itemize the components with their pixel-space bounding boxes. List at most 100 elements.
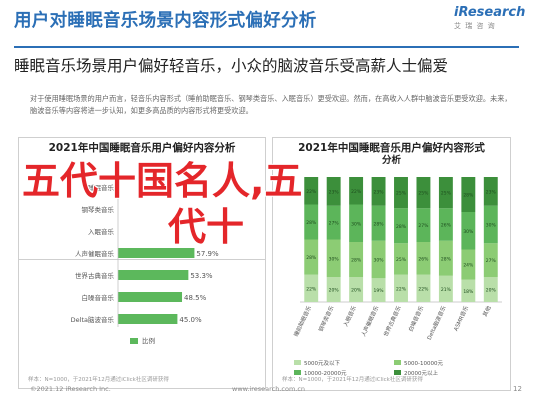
left-bar-value: 48.5% — [184, 294, 207, 302]
right-segment-label: 25% — [441, 191, 452, 197]
right-segment-label: 20% — [351, 288, 362, 294]
right-bar-segment — [483, 205, 498, 244]
right-segment-label: 20% — [486, 288, 497, 294]
right-segment-label: 27% — [329, 221, 340, 227]
right-bar-segment — [304, 274, 319, 302]
left-bar — [118, 270, 189, 280]
right-segment-label: 28% — [463, 193, 474, 199]
right-legend-swatch — [294, 360, 301, 365]
right-category-label: Delta脑波音乐 — [425, 304, 448, 341]
left-legend-swatch — [130, 338, 138, 344]
left-bar — [118, 292, 183, 302]
right-category-label: 钢琴类音乐 — [317, 304, 336, 333]
right-segment-label: 30% — [329, 256, 340, 262]
right-segment-label: 24% — [463, 263, 474, 269]
right-legend-label: 20000元以上 — [404, 369, 438, 377]
left-bar — [118, 248, 195, 258]
left-legend-label: 比例 — [142, 336, 155, 345]
right-bar-segment — [349, 277, 364, 302]
right-segment-label: 26% — [418, 256, 429, 262]
right-segment-label: 27% — [486, 258, 497, 264]
right-segment-label: 22% — [306, 189, 317, 195]
right-category-label: 入眠音乐 — [341, 304, 358, 328]
overlay-text-line2: 代十 — [168, 205, 245, 249]
right-bar-segment — [304, 239, 319, 275]
overlay-text-line1: 五代十国名人,五 — [22, 159, 303, 203]
right-segment-label: 28% — [351, 258, 362, 264]
header-divider — [14, 46, 519, 48]
right-bar-segment — [371, 278, 386, 302]
left-chart-panel: 2021年中国睡眠音乐用户偏好内容分析 — [18, 137, 266, 260]
right-segment-label: 23% — [374, 189, 385, 195]
right-bar-segment — [416, 242, 431, 275]
right-bar-segment — [349, 204, 364, 242]
right-bar-segment — [371, 205, 386, 241]
right-segment-label: 30% — [486, 223, 497, 229]
right-segment-label: 27% — [418, 223, 429, 229]
right-legend-label: 5000-10000元 — [404, 360, 443, 367]
footer-website: www.iresearch.com.cn — [232, 385, 306, 393]
right-bar-segment — [326, 177, 341, 206]
left-chart-panel-lower — [18, 258, 266, 389]
right-category-label: 睡前助眠音乐 — [292, 304, 313, 338]
right-segment-label: 22% — [418, 286, 429, 292]
right-bar-segment — [394, 177, 408, 209]
left-bar-value: 45.0% — [179, 316, 202, 324]
right-segment-label: 28% — [396, 224, 407, 230]
right-bar-segment — [349, 177, 364, 205]
right-bar-segment — [416, 274, 431, 302]
right-category-label: 白噪音音乐 — [406, 304, 425, 333]
description-paragraph: 对于使用睡眠场景的用户而言，轻音乐内容形式（睡前助眠音乐、钢琴类音乐、入眠音乐）… — [30, 94, 512, 115]
right-bar-segment — [461, 249, 476, 280]
right-bar-segment — [438, 208, 453, 241]
right-bar-segment — [304, 177, 319, 205]
right-legend-swatch — [394, 360, 401, 365]
right-bar-segment — [438, 275, 453, 302]
right-stacked-chart: 22% 28% 28% 22% 睡前助眠音乐 20% 30% 27% 23% 钢琴类音乐 20% 28… — [292, 177, 502, 377]
right-bar-segment — [394, 243, 408, 275]
right-segment-label: 26% — [441, 223, 452, 229]
right-category-label: ASMR音乐 — [452, 304, 471, 332]
right-segment-label: 30% — [351, 221, 362, 227]
right-bar-segment — [461, 279, 476, 302]
right-segment-label: 28% — [441, 256, 452, 262]
right-bar-segment — [326, 277, 341, 302]
right-bar-segment — [326, 239, 341, 277]
right-segment-label: 23% — [329, 189, 340, 195]
right-bar-segment — [371, 177, 386, 206]
left-category-label: 入眠音乐 — [88, 227, 115, 236]
page-title: 用户对睡眠音乐场景内容形式偏好分析 — [14, 11, 317, 31]
right-segment-label: 25% — [396, 191, 407, 197]
left-bar — [118, 314, 178, 324]
left-category-label: 世界古典音乐 — [75, 271, 115, 280]
right-bar-segment — [461, 177, 476, 212]
left-category-label: 睡眠音乐 — [88, 183, 115, 192]
left-category-label: 白噪音音乐 — [82, 293, 115, 302]
right-segment-label: 20% — [329, 288, 340, 294]
right-segment-label: 30% — [374, 258, 385, 264]
right-segment-label: 30% — [463, 229, 474, 235]
right-legend-swatch — [294, 370, 301, 375]
right-category-label: 其他 — [481, 304, 493, 318]
right-legend-swatch — [394, 370, 401, 375]
right-segment-label: 23% — [486, 189, 497, 195]
logo-subtitle: 艾 瑞 咨 询 — [454, 22, 496, 30]
right-bar-segment — [416, 208, 431, 242]
right-segment-label: 22% — [306, 286, 317, 292]
right-segment-label: 25% — [396, 257, 407, 263]
left-bar-value: 53.3% — [190, 272, 213, 280]
right-segment-label: 25% — [418, 191, 429, 197]
right-chart-title: 2021年中国睡眠音乐用户偏好内容形式 — [298, 142, 485, 154]
right-segment-label: 22% — [351, 189, 362, 195]
right-bar-segment — [349, 242, 364, 277]
right-category-label: 人声催眠音乐 — [359, 304, 380, 338]
left-bar-value: 57.9% — [196, 250, 219, 258]
right-category-label: 世界古典音乐 — [382, 304, 403, 338]
logo-brand: iResearch — [454, 5, 526, 20]
right-chart-source: 样本：N=1000，于2021年12月通过iClick社区调研获得 — [282, 377, 423, 383]
right-bar-segment — [371, 240, 386, 279]
right-bar-segment — [438, 240, 453, 276]
right-bar-segment — [416, 177, 431, 209]
right-bar-segment — [394, 208, 408, 244]
